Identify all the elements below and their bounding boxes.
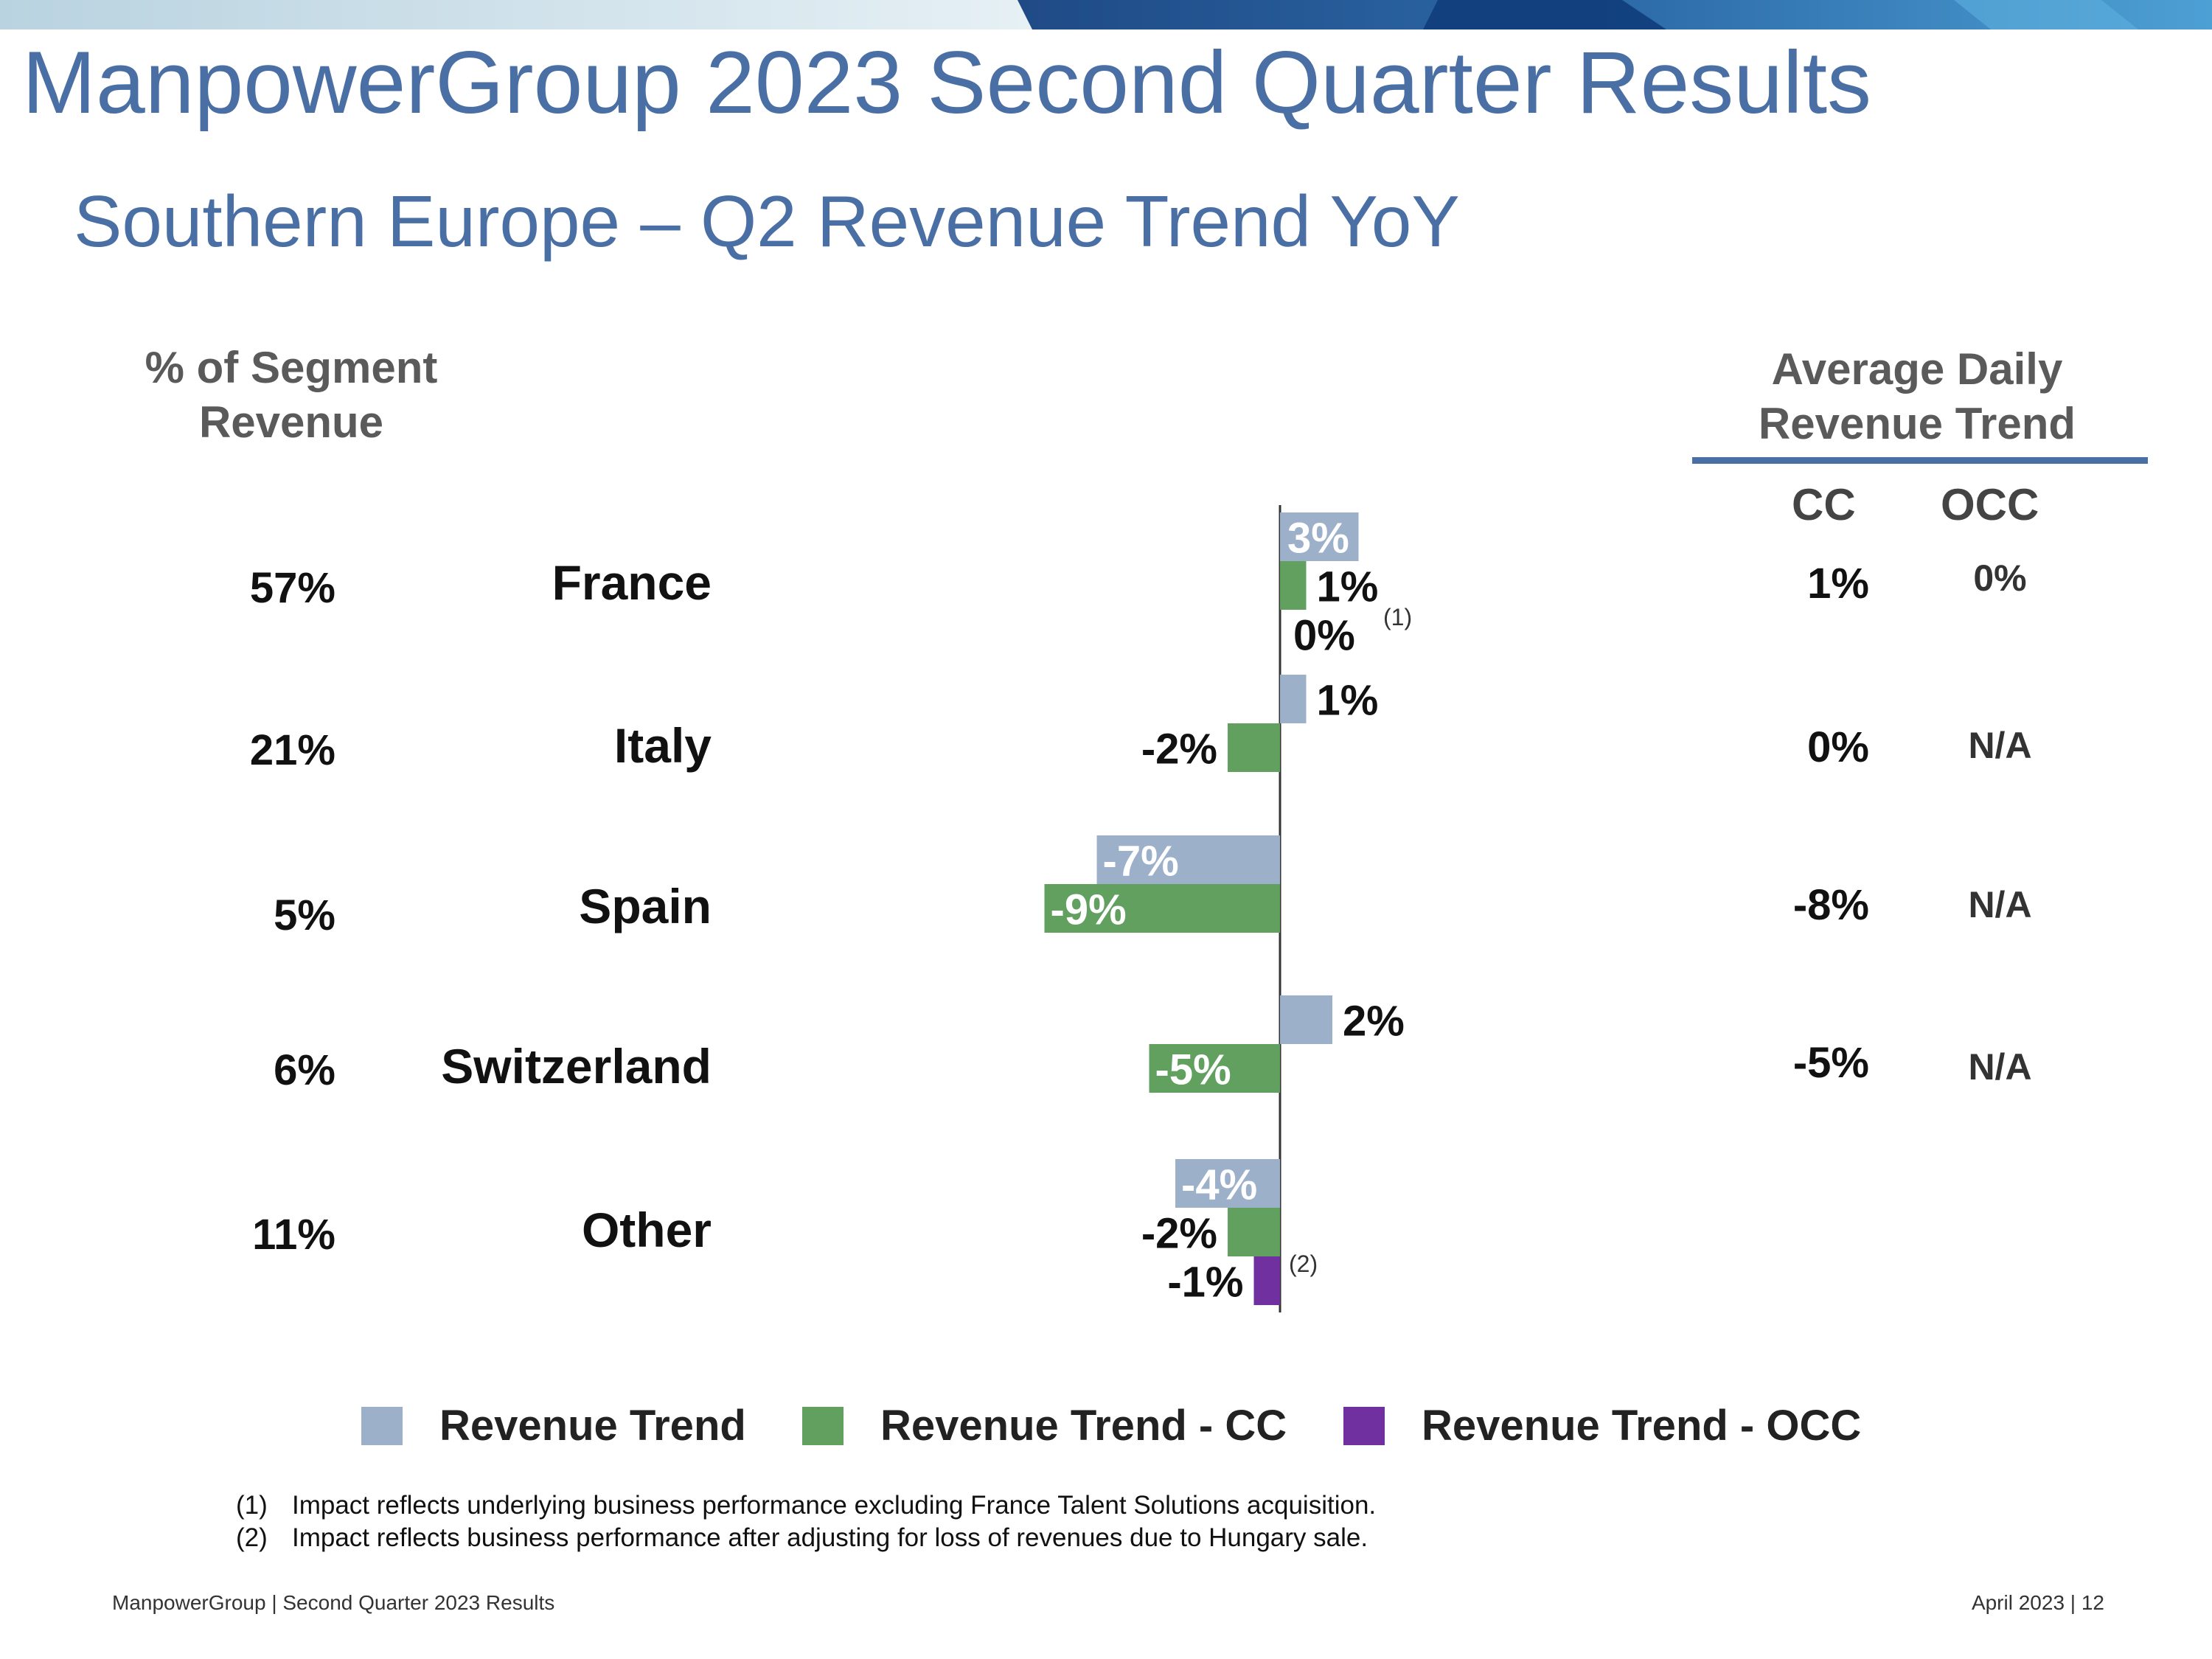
- data-label-revenue-trend-switzerland: 2%: [1343, 998, 1405, 1046]
- legend-item-revenue-trend: Revenue Trend: [361, 1401, 746, 1450]
- footnote-1: (1) Impact reflects underlying business p…: [236, 1491, 1376, 1520]
- segment-pct-spain: 5%: [274, 891, 335, 939]
- bar-revenue-trend-switzerland: [1280, 995, 1332, 1044]
- legend-swatch-revenue-trend-occ: [1343, 1406, 1385, 1445]
- segment-header-line-1: % of Segment: [145, 343, 438, 392]
- data-label-revenue-trend-cc-france: 1%: [1317, 563, 1379, 611]
- adr-cc-switzerland: -5%: [1792, 1039, 1869, 1087]
- occ-column-header: OCC: [1941, 480, 2039, 529]
- data-label-revenue-trend-italy: 1%: [1317, 677, 1379, 725]
- segment-pct-france: 57%: [249, 564, 335, 612]
- adr-occ-italy: N/A: [1968, 725, 2032, 766]
- bar-revenue-trend-spain: [1096, 835, 1280, 884]
- bar-revenue-trend-italy: [1280, 675, 1307, 723]
- page-subtitle: Southern Europe – Q2 Revenue Trend YoY: [74, 181, 1460, 262]
- legend-swatch-revenue-trend-cc: [802, 1406, 844, 1445]
- segment-pct-italy: 21%: [249, 726, 335, 774]
- segment-revenue-header: % of Segment Revenue: [111, 341, 472, 450]
- data-label-revenue-trend-other: -4%: [1181, 1161, 1257, 1209]
- legend-item-revenue-trend-occ: Revenue Trend - OCC: [1343, 1401, 1861, 1450]
- adr-header-line-1: Average Daily: [1771, 344, 2063, 394]
- bar-revenue-trend-other: [1175, 1159, 1280, 1208]
- segment-header-line-2: Revenue: [198, 397, 384, 447]
- adr-occ-france: 0%: [1973, 557, 2027, 599]
- footnote-1-number: (1): [236, 1491, 268, 1520]
- legend-swatch-revenue-trend: [361, 1406, 403, 1445]
- footnote-1-text: Impact reflects underlying business perf…: [292, 1491, 1377, 1520]
- adr-cc-spain: -8%: [1792, 881, 1869, 929]
- cc-column-header: CC: [1792, 480, 1856, 529]
- country-label-france: France: [552, 555, 712, 610]
- bar-revenue-trend-cc-switzerland: [1149, 1044, 1280, 1093]
- revenue-trend-chart: 3%1%-7%2%-4%1%-2%-9%-5%-2%0%-1%(1)(2): [1044, 505, 1412, 1312]
- data-label-revenue-trend-spain: -7%: [1103, 838, 1179, 886]
- footer-left: ManpowerGroup | Second Quarter 2023 Resu…: [112, 1591, 555, 1614]
- data-label-revenue-trend-cc-spain: -9%: [1051, 886, 1127, 934]
- legend-label-revenue-trend-cc: Revenue Trend - CC: [880, 1402, 1287, 1450]
- annotation-other: (2): [1289, 1251, 1318, 1277]
- footnote-2: (2) Impact reflects business performance …: [236, 1523, 1368, 1553]
- adr-cc-france: 1%: [1807, 560, 1869, 608]
- top-banner: [0, 0, 2212, 29]
- adr-occ-switzerland: N/A: [1968, 1046, 2032, 1088]
- bar-revenue-trend-cc-france: [1280, 561, 1307, 610]
- bar-revenue-trend-cc-spain: [1044, 884, 1280, 933]
- data-label-revenue-trend-cc-switzerland: -5%: [1155, 1046, 1231, 1094]
- adr-occ-spain: N/A: [1968, 884, 2032, 925]
- adr-header-line-2: Revenue Trend: [1758, 399, 2076, 448]
- segment-pct-other: 11%: [252, 1211, 335, 1259]
- legend-label-revenue-trend: Revenue Trend: [439, 1402, 746, 1450]
- adr-header-rule: [1692, 457, 2148, 464]
- legend-item-revenue-trend-cc: Revenue Trend - CC: [802, 1401, 1287, 1450]
- adr-trend-header: Average Daily Revenue Trend: [1688, 342, 2146, 451]
- page-title: ManpowerGroup 2023 Second Quarter Result…: [22, 33, 1872, 132]
- country-label-switzerland: Switzerland: [441, 1039, 712, 1093]
- footnote-2-text: Impact reflects business performance aft…: [292, 1523, 1368, 1552]
- data-label-revenue-trend-occ-other: -1%: [1167, 1259, 1243, 1307]
- bar-revenue-trend-occ-other: [1253, 1256, 1280, 1305]
- adr-cc-italy: 0%: [1807, 723, 1869, 771]
- country-label-spain: Spain: [579, 879, 712, 933]
- bar-revenue-trend-cc-other: [1228, 1208, 1280, 1256]
- data-label-revenue-trend-cc-other: -2%: [1141, 1210, 1217, 1258]
- data-label-revenue-trend-occ-france: 0%: [1293, 612, 1355, 660]
- legend-label-revenue-trend-occ: Revenue Trend - OCC: [1422, 1402, 1862, 1450]
- country-label-italy: Italy: [613, 718, 712, 773]
- annotation-france: (1): [1383, 604, 1412, 630]
- footer-right: April 2023 | 12: [1971, 1591, 2104, 1614]
- segment-pct-switzerland: 6%: [274, 1046, 335, 1094]
- country-label-other: Other: [581, 1203, 712, 1257]
- bar-revenue-trend-cc-italy: [1228, 723, 1280, 772]
- footnote-2-number: (2): [236, 1523, 268, 1552]
- data-label-revenue-trend-france: 3%: [1287, 515, 1349, 563]
- bar-revenue-trend-france: [1280, 512, 1359, 561]
- data-label-revenue-trend-cc-italy: -2%: [1141, 726, 1217, 773]
